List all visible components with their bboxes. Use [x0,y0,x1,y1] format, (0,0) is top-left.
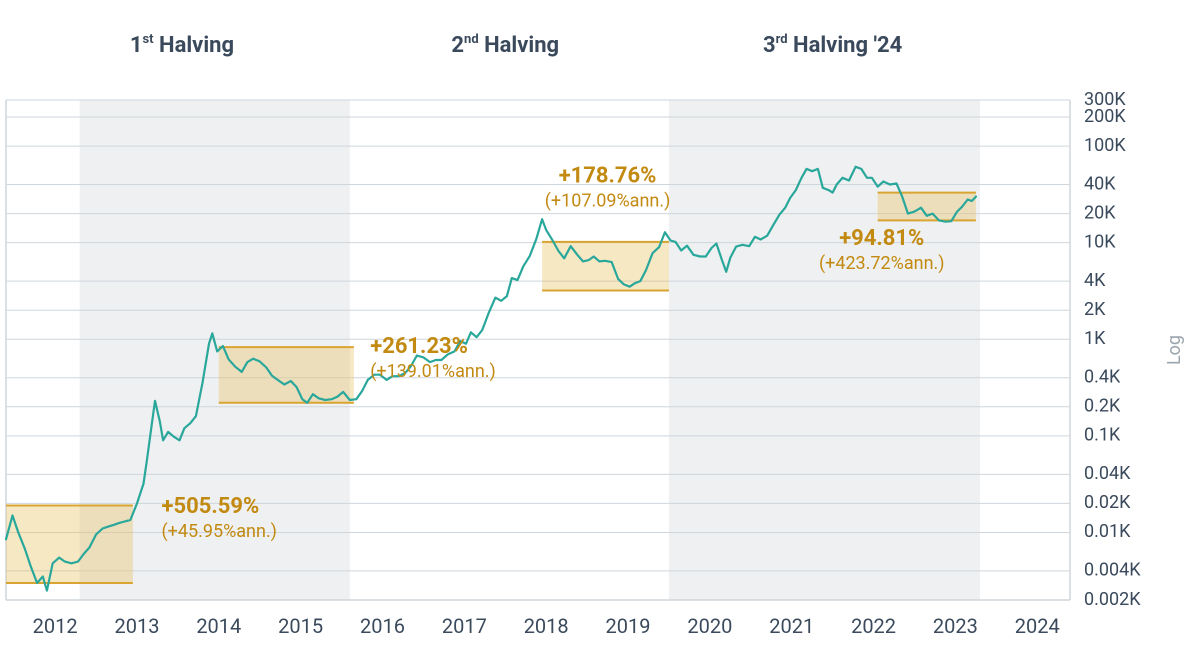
y-tick-label: 20K [1084,202,1116,223]
halving-header: 1st Halving [130,32,234,58]
x-tick-label: 2017 [442,614,487,638]
x-tick-label: 2014 [196,614,241,638]
y-tick-label: 0.1K [1084,425,1121,446]
x-tick-label: 2024 [1015,614,1060,638]
y-tick-label: 2K [1084,299,1106,320]
y-tick-label: 0.4K [1084,366,1121,387]
y-tick-label: 10K [1084,231,1116,252]
anno-sub: (+107.09%ann.) [545,190,671,211]
x-tick-label: 2021 [769,614,814,638]
halving-header: 3rd Halving '24 [763,32,903,58]
halving-shade [669,100,980,600]
anno-main: +178.76% [559,163,657,188]
x-tick-label: 2020 [687,614,732,638]
halving-header: 2nd Halving [451,32,559,58]
x-tick-label: 2019 [606,614,651,638]
return-zone [542,242,669,291]
x-tick-label: 2016 [360,614,405,638]
y-tick-label: 200K [1084,106,1126,127]
anno-sub: (+45.95%ann.) [162,521,277,542]
return-zone [6,506,133,583]
anno-main: +505.59% [162,494,260,519]
y-tick-label: 0.2K [1084,396,1121,417]
x-tick-label: 2012 [33,614,78,638]
y-axis-scale-label: Log [1164,335,1185,365]
x-tick-label: 2015 [278,614,323,638]
y-tick-label: 0.01K [1084,521,1131,542]
x-tick-label: 2022 [851,614,896,638]
return-zone [219,347,354,403]
x-tick-label: 2023 [933,614,978,638]
anno-main: +261.23% [370,334,468,359]
anno-main: +94.81% [839,226,924,251]
y-tick-label: 1K [1084,328,1106,349]
y-tick-label: 100K [1084,135,1126,156]
price-log-chart: 300K200K100K40K20K10K4K2K1K0.4K0.2K0.1K0… [0,0,1200,667]
anno-sub: (+423.72%ann.) [819,253,945,274]
y-tick-label: 40K [1084,173,1116,194]
x-tick-label: 2013 [114,614,159,638]
y-tick-label: 0.004K [1084,560,1141,581]
x-tick-label: 2018 [524,614,569,638]
y-tick-label: 0.02K [1084,492,1131,513]
y-tick-label: 4K [1084,270,1106,291]
y-tick-label: 0.04K [1084,463,1131,484]
header-group: 1st Halving 2nd Halving 3rd Halving '24 [130,32,903,58]
anno-sub: (+139.01%ann.) [370,361,496,382]
y-tick-label: 0.002K [1084,589,1141,610]
